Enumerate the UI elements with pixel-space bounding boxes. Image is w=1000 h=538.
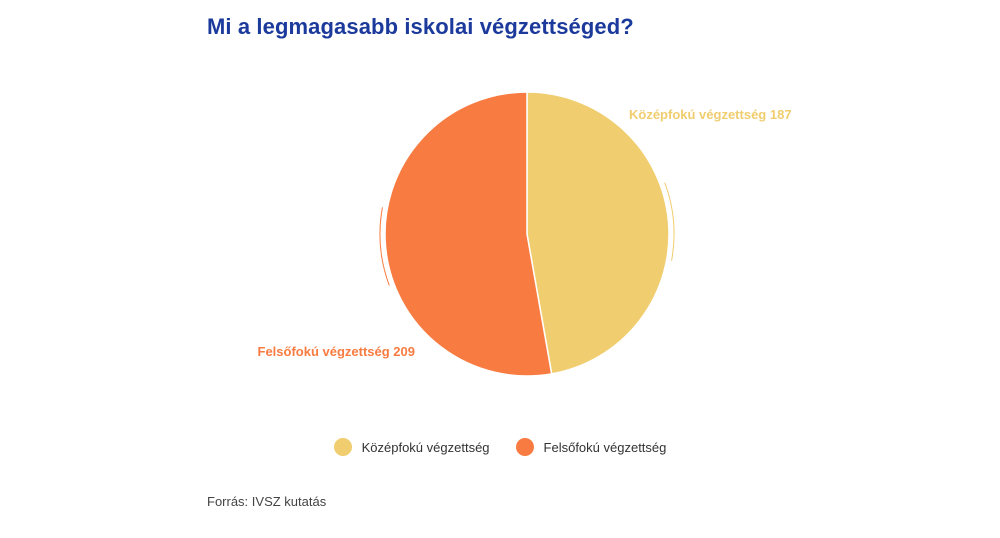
pie-connector-0 <box>664 182 675 261</box>
pie-slice-0[interactable] <box>526 91 670 375</box>
pie-connector-1 <box>379 207 390 286</box>
legend-item-kozepfoku[interactable]: Középfokú végzettség <box>333 438 490 456</box>
chart-title: Mi a legmagasabb iskolai végzettséged? <box>207 14 634 39</box>
legend-label-felsofoku: Felsőfokú végzettség <box>543 439 667 455</box>
legend-item-felsofoku[interactable]: Felsőfokú végzettség <box>515 438 667 456</box>
legend-marker-felsofoku <box>515 438 534 456</box>
pie-slice-1[interactable] <box>384 91 553 377</box>
legend-marker-kozepfoku <box>333 438 352 456</box>
legend-label-kozepfoku: Középfokú végzettség <box>361 439 490 455</box>
pie-data-label-0: Középfokú végzettség 187 <box>629 107 792 122</box>
source-note: Forrás: IVSZ kutatás <box>207 494 327 509</box>
legend: Középfokú végzettség Felsőfokú végzettsé… <box>0 438 1000 456</box>
pie-data-label-1: Felsőfokú végzettség 209 <box>258 344 416 359</box>
